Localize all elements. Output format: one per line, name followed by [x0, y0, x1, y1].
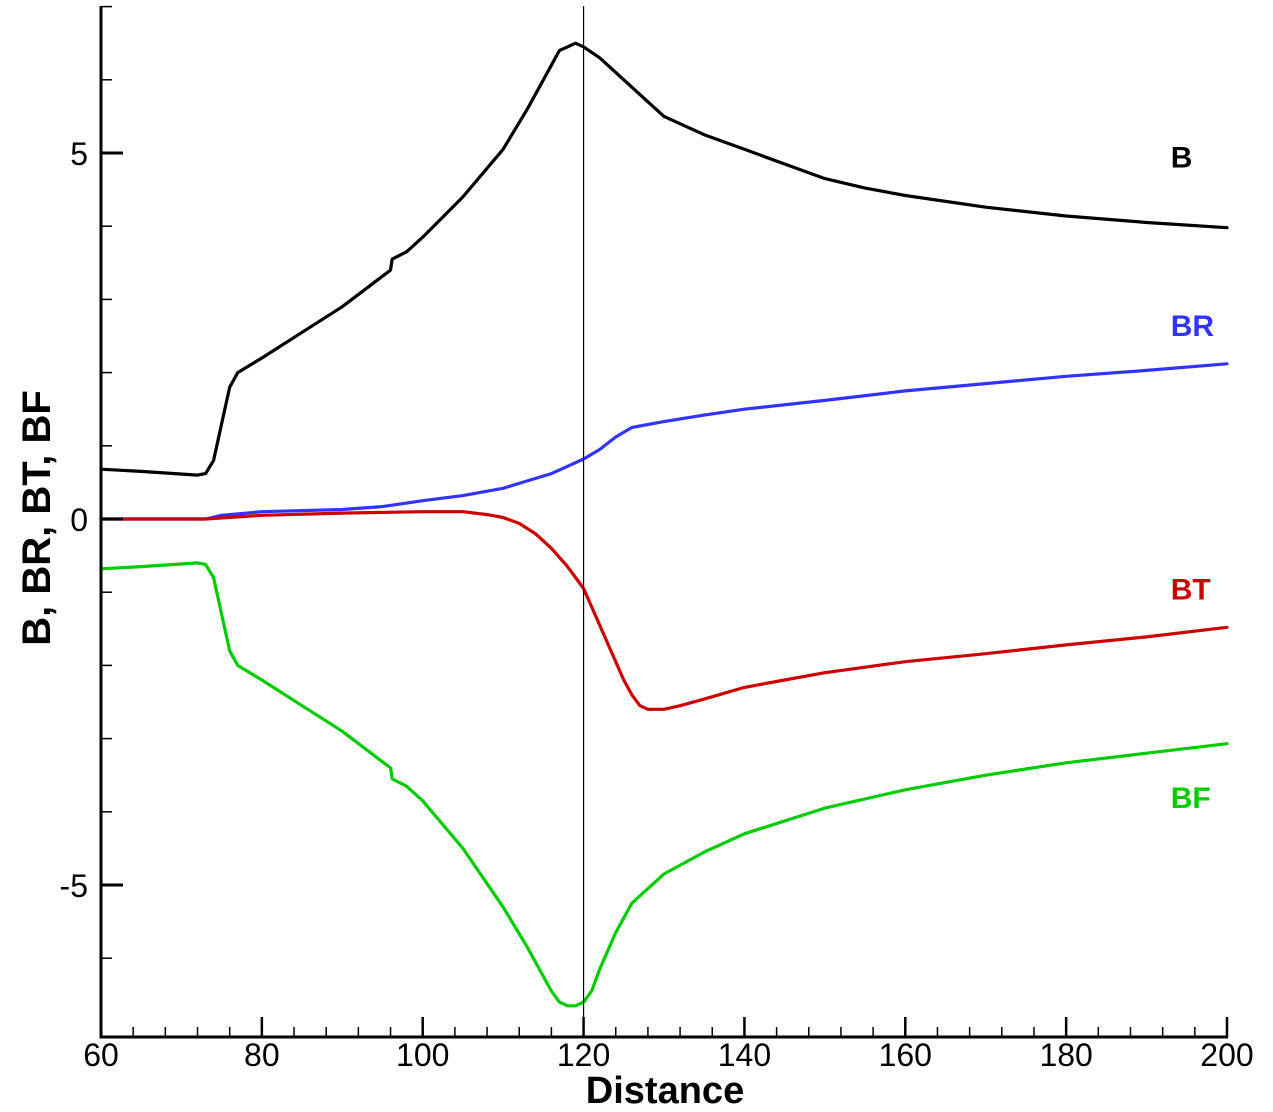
y-tick-label: -5: [60, 868, 88, 904]
series-line-bf: [99, 561, 1229, 1008]
x-tick-label: 60: [83, 1037, 119, 1073]
series-label-br: BR: [1171, 310, 1215, 343]
series-line-b: [99, 41, 1229, 477]
series-line-bt: [99, 510, 1229, 711]
x-tick-label: 120: [557, 1037, 610, 1073]
y-tick-label: 5: [70, 136, 88, 172]
series-label-bf: BF: [1171, 782, 1211, 815]
x-tick-label: 80: [244, 1037, 280, 1073]
x-tick-label: 140: [718, 1037, 771, 1073]
series-line-br: [99, 362, 1229, 521]
x-tick-label: 160: [879, 1037, 932, 1073]
label-layer: B BR BT BF 60 80 100 120 140 160 180 200 -5 0 5: [60, 136, 1254, 1073]
series-label-bt: BT: [1171, 574, 1211, 607]
y-tick-label: 0: [70, 502, 88, 538]
x-axis-title: Distance: [586, 1070, 744, 1112]
series-label-b: B: [1171, 142, 1193, 175]
x-tick-label: 180: [1039, 1037, 1092, 1073]
x-tick-label: 100: [396, 1037, 449, 1073]
x-tick-label: 200: [1200, 1037, 1253, 1073]
series-layer: [99, 41, 1229, 1008]
frame-layer: [99, 5, 1229, 1039]
y-axis-title: B, BR, BT, BF: [15, 390, 59, 646]
